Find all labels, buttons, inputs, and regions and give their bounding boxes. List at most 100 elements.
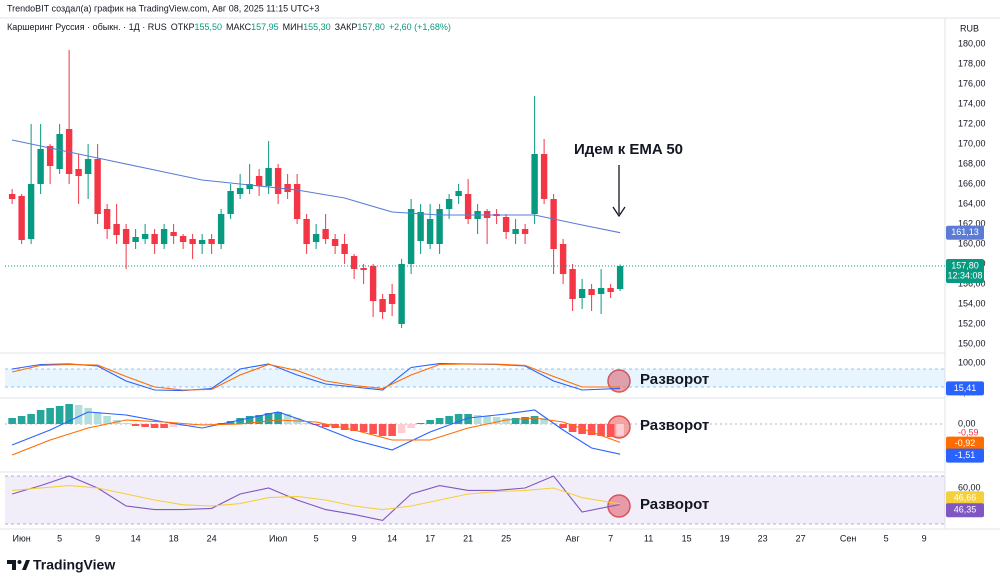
ohlc-value: 157,80 (357, 22, 385, 32)
candle-body (27, 184, 35, 239)
candle-body (208, 239, 215, 244)
line (12, 485, 621, 511)
x-tick-label: Сен (840, 533, 857, 543)
candle-body (75, 169, 82, 176)
y-tick-label: 152,00 (958, 318, 986, 328)
value-box (946, 225, 984, 240)
histogram-bar (160, 424, 168, 428)
candle-body (236, 188, 244, 194)
value-box (946, 491, 984, 506)
y-tick-label: 160,00 (958, 238, 986, 248)
ohlc-value: 155,50 (194, 22, 222, 32)
y-tick-label: 180,00 (958, 38, 986, 48)
x-tick-label: 21 (463, 533, 473, 543)
candle-body (417, 212, 424, 241)
histogram-bar (521, 417, 529, 424)
histogram-bar (492, 417, 501, 424)
x-tick-label: 9 (922, 533, 927, 543)
y-tick-label: 164,00 (958, 198, 986, 208)
credit: TrendoBIT создал(а) график на TradingVie… (7, 3, 319, 13)
value-box (946, 259, 984, 283)
candle-body (445, 199, 453, 209)
candle-body (312, 234, 320, 242)
candle-body (265, 168, 272, 186)
y-tick-label: 176,00 (958, 78, 986, 88)
candle-body (255, 176, 263, 186)
y-tick-label: 166,00 (958, 178, 986, 188)
x-tick-label: 27 (796, 533, 806, 543)
histogram-bar (473, 415, 482, 424)
candle-body (569, 269, 576, 299)
histogram-bar (445, 416, 453, 424)
candle-body (284, 184, 291, 192)
band (5, 369, 945, 387)
candle-body (607, 288, 614, 292)
candle-body (217, 214, 225, 244)
candle-body (521, 229, 529, 234)
x-tick-label: 5 (57, 533, 62, 543)
line (11, 475, 621, 521)
histogram-bar (369, 424, 377, 434)
ohlc-value: 157,95 (251, 22, 279, 32)
annotation: Разворот (640, 371, 709, 388)
candle-body (113, 224, 120, 235)
annotation: Идем к EMA 50 (574, 141, 683, 158)
histogram-bar (255, 415, 263, 424)
candle-body (436, 209, 443, 244)
histogram-bar (616, 424, 624, 436)
x-tick-label: 5 (314, 533, 319, 543)
candle-body (512, 229, 519, 234)
value-label: -0,59 (958, 427, 979, 437)
histogram-bar (8, 418, 16, 424)
histogram-bar (454, 414, 463, 424)
histogram-bar (321, 424, 330, 427)
histogram-bar (302, 423, 311, 424)
y-tick-label: 174,00 (958, 98, 986, 108)
logo-mark (17, 560, 22, 564)
line (11, 417, 621, 456)
candle-body (18, 196, 25, 240)
histogram-bar (103, 416, 111, 424)
histogram-bar (36, 410, 45, 424)
candle-body (160, 229, 168, 244)
histogram-bar (141, 424, 149, 427)
value-label: 46,35 (954, 505, 977, 515)
logo-mark (22, 560, 30, 570)
ohlc-label: МАКС (226, 22, 252, 32)
x-tick-label: 14 (131, 533, 141, 543)
histogram-bar (74, 405, 83, 424)
y-tick-label: 168,00 (958, 158, 986, 168)
y-tick-label: 162,00 (958, 218, 986, 228)
y-tick-label: 0,00 (958, 418, 976, 428)
y-tick-label: 100,00 (958, 357, 986, 367)
band (5, 475, 945, 525)
x-tick-label: 14 (387, 533, 397, 543)
line (11, 139, 621, 234)
candle-body (407, 209, 415, 264)
value-label: 157,80 (951, 260, 979, 270)
candle-body (274, 168, 282, 194)
candle-body (303, 219, 310, 244)
candle-body (246, 184, 253, 189)
histogram-bar (540, 418, 548, 424)
histogram-bar (17, 416, 26, 424)
histogram-bar (502, 418, 510, 424)
candle-body (588, 289, 595, 295)
histogram-bar (397, 424, 406, 433)
histogram-bar (359, 424, 368, 432)
candle-body (103, 209, 111, 229)
candle-body (198, 240, 206, 244)
candle-body (56, 134, 63, 169)
change: +2,60 (+1,68%) (389, 22, 451, 32)
value-label: 46,66 (954, 493, 977, 503)
x-tick-label: 23 (758, 533, 768, 543)
value-box (946, 503, 984, 518)
ohlc-label: ЗАКР (335, 22, 358, 32)
y-tick-label: 178,00 (958, 58, 986, 68)
histogram-bar (27, 414, 35, 424)
ohlc-label: МИН (283, 22, 303, 32)
histogram-bar (245, 416, 254, 424)
candle-body (322, 229, 329, 239)
value-box (946, 381, 984, 396)
histogram-bar (65, 404, 73, 424)
